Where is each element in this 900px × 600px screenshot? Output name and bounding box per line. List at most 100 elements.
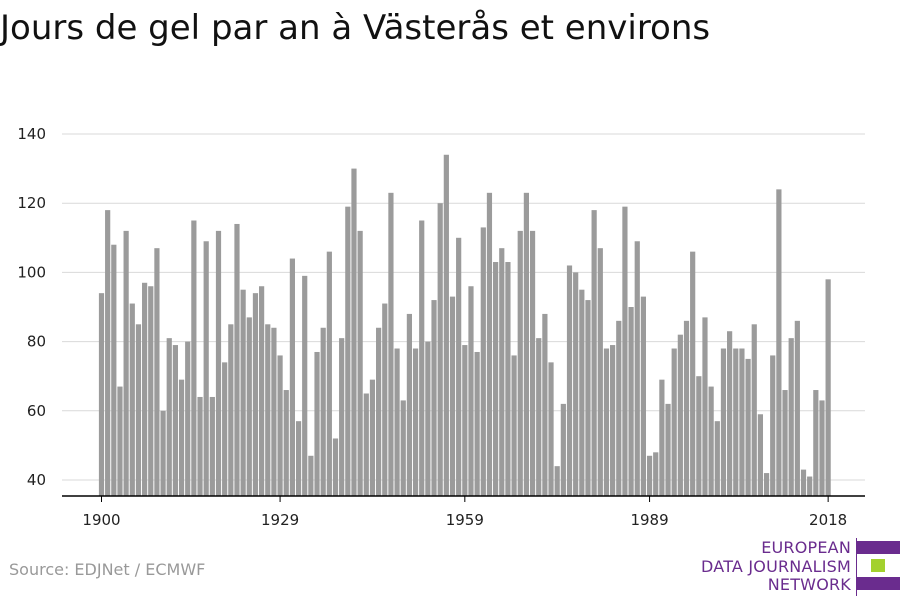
y-tick-label: 60	[27, 402, 46, 420]
bar-1919	[215, 230, 222, 496]
logo-separator	[856, 538, 857, 596]
x-tick-label: 1900	[82, 511, 120, 529]
bar-1956	[443, 154, 449, 496]
bar-1941	[351, 168, 357, 496]
bar-2014	[800, 469, 807, 496]
edjnet-logo[interactable]: EUROPEAN DATA JOURNALISM NETWORK	[700, 538, 900, 596]
bar-1932	[295, 421, 302, 496]
bar-1982	[603, 348, 610, 496]
bar-1990	[653, 452, 659, 496]
bar-1973	[548, 362, 554, 496]
bar-1980	[591, 210, 597, 496]
bar-1949	[400, 400, 406, 496]
bar-1925	[252, 293, 259, 496]
bar-1945	[376, 327, 382, 496]
bar-1927	[265, 324, 271, 496]
bar-1926	[259, 286, 265, 496]
y-axis: 40 60 80 100 120 140	[17, 125, 46, 489]
bar-1951	[412, 348, 419, 496]
bar-1900	[98, 293, 105, 496]
bar-1985	[622, 206, 628, 496]
logo-bar-purple-bottom	[857, 577, 900, 590]
bar-1978	[579, 289, 585, 496]
y-tick-label: 100	[17, 263, 46, 281]
bar-1960	[468, 286, 474, 496]
bar-1924	[246, 317, 252, 496]
bar-2010	[776, 189, 782, 497]
bar-1946	[382, 303, 388, 496]
bar-1933	[302, 275, 308, 496]
bar-1909	[154, 248, 160, 496]
bar-2001	[720, 348, 727, 496]
bar-2015	[807, 476, 813, 496]
bar-2002	[727, 331, 733, 496]
bar-1976	[566, 265, 573, 496]
bar-1911	[166, 338, 172, 496]
bar-1920	[222, 362, 228, 496]
source-note: Source: EDJNet / ECMWF	[9, 560, 206, 579]
logo-bar-green	[871, 559, 885, 572]
bar-1942	[357, 230, 363, 496]
bar-1986	[628, 307, 634, 496]
bar-1954	[431, 300, 437, 496]
bar-1944	[369, 379, 376, 496]
bar-1928	[271, 327, 277, 496]
y-tick-label: 80	[27, 333, 46, 351]
bar-1921	[228, 324, 234, 496]
bar-1936	[320, 327, 326, 496]
bar-1992	[665, 403, 671, 496]
bar-1958	[456, 237, 462, 497]
bar-1913	[178, 379, 185, 496]
bar-1966	[505, 262, 511, 496]
bar-2018	[825, 279, 831, 496]
y-tick-label: 120	[17, 194, 46, 212]
bar-1930	[283, 390, 289, 496]
bar-1965	[499, 248, 505, 496]
bar-1977	[573, 272, 579, 496]
bar-1995	[683, 320, 690, 496]
bar-1934	[308, 455, 314, 496]
bar-1950	[406, 313, 412, 496]
bar-1970	[529, 230, 536, 496]
bar-1912	[172, 345, 178, 496]
bar-1993	[671, 348, 677, 496]
bar-1987	[634, 241, 640, 496]
bar-1955	[437, 203, 443, 496]
x-axis: 1900 1929 1959 1989 2018	[62, 495, 865, 529]
bar-1972	[542, 313, 548, 496]
logo-line-1: EUROPEAN	[761, 538, 851, 557]
bar-2016	[813, 390, 819, 496]
logo-bar-purple-top	[857, 541, 900, 554]
bar-1999	[708, 386, 714, 496]
bar-1963	[486, 192, 493, 496]
bar-2011	[782, 390, 788, 496]
logo-line-2: DATA JOURNALISM	[701, 557, 851, 576]
bars	[98, 154, 831, 497]
bar-1901	[105, 210, 111, 496]
bar-1998	[702, 317, 708, 496]
bar-1981	[597, 248, 603, 496]
bar-1917	[203, 241, 209, 496]
bar-2000	[714, 421, 720, 496]
bar-2013	[794, 320, 800, 496]
bar-1915	[191, 220, 197, 496]
bar-1908	[148, 286, 154, 496]
bar-1935	[314, 351, 320, 496]
bar-1938	[332, 438, 339, 496]
bar-1991	[659, 379, 665, 496]
x-tick-label: 1989	[630, 511, 668, 529]
bar-1922	[234, 223, 240, 496]
bar-1967	[511, 355, 517, 496]
bar-1962	[480, 227, 486, 497]
bar-1953	[425, 341, 431, 496]
bar-1959	[462, 345, 468, 496]
x-tick-label: 2018	[809, 511, 847, 529]
bar-1931	[289, 258, 295, 496]
bar-1916	[197, 396, 203, 496]
bar-1997	[696, 376, 702, 496]
bar-2006	[751, 324, 757, 496]
bar-2007	[757, 414, 764, 496]
bar-1983	[610, 345, 616, 496]
y-tick-label: 40	[27, 471, 46, 489]
